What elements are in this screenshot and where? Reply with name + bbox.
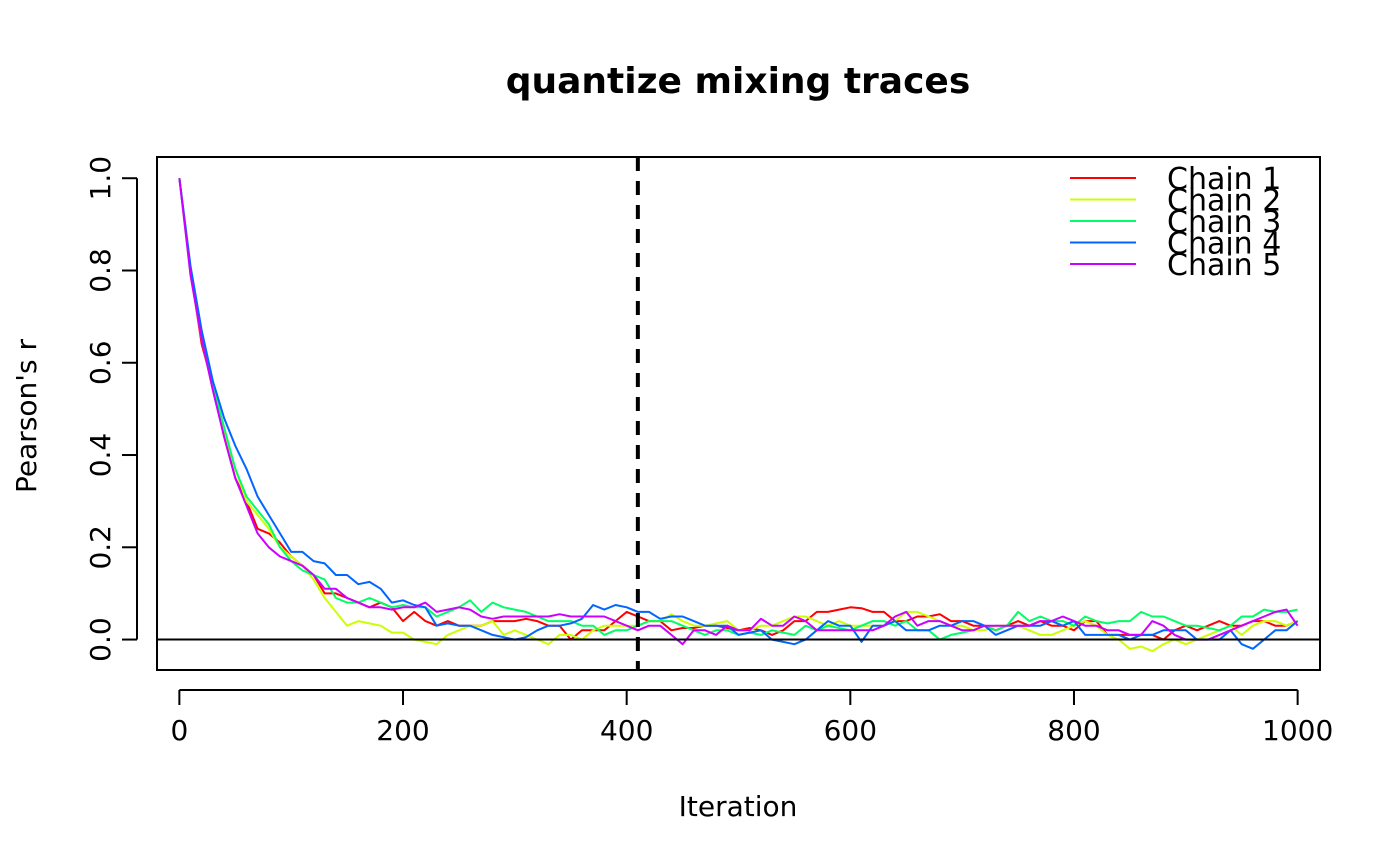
x-tick-label: 0 — [170, 714, 188, 747]
legend-label-chain-1: Chain 1 — [1167, 162, 1281, 197]
legend-label-chain-4: Chain 4 — [1167, 227, 1281, 262]
series-line-chain-5 — [178, 178, 1299, 646]
y-tick-label: 0.0 — [84, 617, 117, 662]
y-tick-label: 0.2 — [84, 525, 117, 570]
y-axis-label: Pearson's r — [10, 339, 43, 493]
x-tick-label: 800 — [1047, 714, 1100, 747]
legend-label-chain-3: Chain 3 — [1167, 205, 1281, 240]
legend-label-chain-5: Chain 5 — [1167, 248, 1281, 283]
y-tick-label: 1.0 — [84, 156, 117, 201]
legend-label-chain-2: Chain 2 — [1167, 184, 1281, 219]
x-axis: 0 200 400 600 800 1000 — [170, 689, 1333, 747]
series-layer — [178, 178, 1299, 653]
y-tick-label: 0.6 — [84, 340, 117, 385]
y-axis: 0.0 0.2 0.4 0.6 0.8 1.0 — [84, 156, 138, 662]
x-tick-label: 600 — [824, 714, 877, 747]
x-tick-label: 200 — [376, 714, 429, 747]
x-tick-label: 400 — [600, 714, 653, 747]
reference-lines — [157, 157, 1320, 670]
chart-title: quantize mixing traces — [506, 61, 971, 102]
series-line-chain-4 — [178, 178, 1299, 650]
y-tick-label: 0.8 — [84, 248, 117, 293]
y-tick-label: 0.4 — [84, 433, 117, 478]
x-axis-label: Iteration — [679, 790, 798, 823]
plot-frame — [156, 156, 1321, 671]
x-tick-label: 1000 — [1262, 714, 1333, 747]
